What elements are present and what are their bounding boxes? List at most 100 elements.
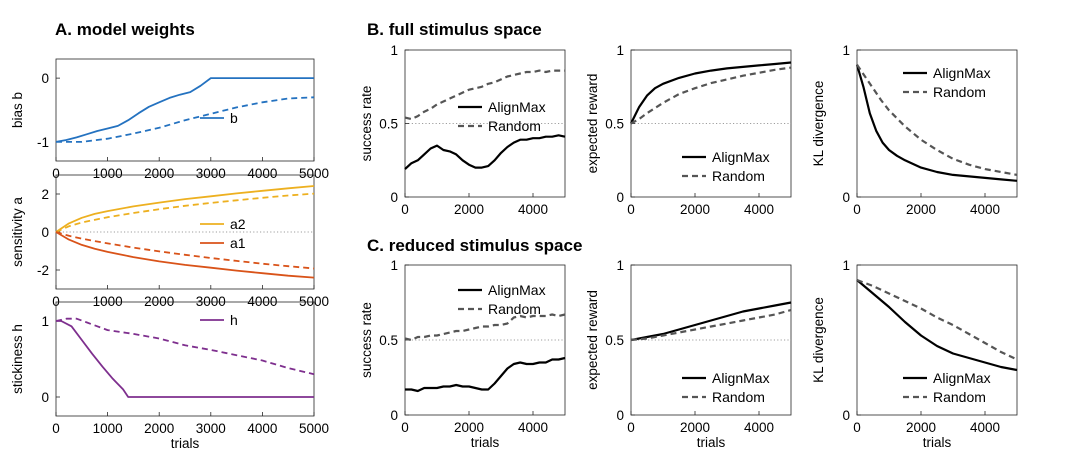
- series-line-alignmax: [630, 61, 792, 124]
- y-tick-label: 0.5: [379, 333, 398, 348]
- x-tick-label: 2000: [680, 420, 710, 435]
- series-line-dashed-1: [55, 317, 315, 376]
- y-axis-label: success rate: [359, 86, 374, 162]
- legend-label: Random: [933, 389, 986, 405]
- x-tick-label: 4000: [518, 420, 548, 435]
- y-tick-label: -1: [37, 135, 49, 150]
- legend-label: Random: [488, 301, 541, 317]
- legend-label: AlignMax: [488, 99, 546, 115]
- x-tick-label: 0: [853, 202, 861, 217]
- panel-title-a: A. model weights: [55, 20, 195, 39]
- y-tick-label: 1: [842, 258, 850, 273]
- plot-frame: [55, 301, 315, 417]
- chart-b1: 0 0.5 1 0 2000 4000 success rate AlignMax Random: [359, 43, 566, 217]
- y-tick-label: 0: [41, 71, 49, 86]
- legend-label: a1: [230, 235, 246, 251]
- x-tick-label: 4000: [247, 421, 277, 436]
- series-line-random: [404, 313, 566, 342]
- y-tick-label: -2: [37, 263, 49, 278]
- y-tick-label: 0: [616, 190, 624, 205]
- x-tick-label: 4000: [970, 202, 1000, 217]
- series-line-alignmax: [405, 356, 566, 393]
- x-tick-label: 0: [401, 202, 409, 217]
- y-tick-label: 1: [41, 314, 49, 329]
- x-tick-label: 5000: [299, 294, 329, 309]
- y-tick-label: 1: [616, 43, 624, 58]
- legend-label: AlignMax: [488, 282, 546, 298]
- series-line-random: [404, 69, 565, 121]
- y-axis-label: expected reward: [585, 74, 600, 174]
- y-tick-label: 0: [842, 190, 850, 205]
- series-line-dashed-3: [55, 231, 315, 270]
- y-tick-label: 0.5: [605, 117, 624, 132]
- y-tick-label: 2: [41, 187, 49, 202]
- series-line-random: [630, 308, 792, 342]
- x-tick-label: 2000: [680, 202, 710, 217]
- plot-frame: [856, 49, 1018, 198]
- y-tick-label: 0: [41, 390, 49, 405]
- y-axis-label: KL divergence: [811, 81, 826, 167]
- x-axis-label: trials: [171, 436, 200, 451]
- series-line-alignmax: [630, 301, 792, 342]
- y-tick-label: 0: [842, 408, 850, 423]
- x-tick-label: 4000: [744, 202, 774, 217]
- y-tick-label: 0.5: [605, 333, 624, 348]
- x-tick-label: 1000: [93, 421, 123, 436]
- legend-label: b: [230, 110, 238, 126]
- legend: AlignMax Random: [458, 282, 546, 317]
- chart-b2: 0 0.5 1 0 2000 4000 expected reward AlignMax Ran…: [585, 43, 792, 217]
- series-line-dashed-1: [56, 96, 315, 143]
- x-tick-label: 4000: [247, 166, 277, 181]
- legend-label: Random: [488, 118, 541, 134]
- x-tick-label: 2000: [906, 202, 936, 217]
- plot-frame: [55, 174, 315, 290]
- x-tick-label: 4000: [247, 294, 277, 309]
- x-tick-label: 0: [853, 420, 861, 435]
- series-line-random: [630, 66, 792, 125]
- plot-frame: [55, 58, 315, 162]
- y-axis-label: expected reward: [585, 290, 600, 390]
- chart-a1: -1 0 0 1000 2000 3000 4000 5000 bias b b: [10, 58, 329, 181]
- x-tick-label: 0: [52, 421, 60, 436]
- chart-c2: 0 0.5 1 0 2000 4000 expected reward trials Align…: [585, 258, 792, 450]
- series-line-random: [856, 64, 1018, 176]
- y-tick-label: 1: [616, 258, 624, 273]
- plot-frame: [856, 264, 1018, 416]
- y-axis-label: success rate: [359, 302, 374, 378]
- legend: AlignMax Random: [458, 99, 546, 134]
- y-axis-label: KL divergence: [811, 297, 826, 383]
- y-tick-label: 1: [842, 43, 850, 58]
- x-tick-label: 5000: [299, 421, 329, 436]
- x-tick-label: 0: [401, 420, 409, 435]
- series-line-alignmax: [404, 134, 566, 170]
- y-axis-label: stickiness h: [10, 324, 25, 394]
- x-tick-label: 1000: [93, 166, 123, 181]
- series-line-b: [55, 77, 314, 143]
- x-tick-label: 2000: [144, 294, 174, 309]
- x-tick-label: 3000: [196, 421, 226, 436]
- chart-a3: 0 1 0 1000 2000 3000 4000 5000 stickiness h trial…: [10, 301, 329, 451]
- x-axis-label: trials: [697, 435, 726, 450]
- series-line-random: [856, 278, 1018, 361]
- x-tick-label: 2000: [454, 420, 484, 435]
- legend-label: AlignMax: [712, 149, 770, 165]
- legend: AlignMax Random: [682, 370, 770, 405]
- legend-label: AlignMax: [712, 370, 770, 386]
- legend-label: AlignMax: [933, 65, 991, 81]
- y-tick-label: 0: [616, 408, 624, 423]
- panel-title-b: B. full stimulus space: [367, 20, 542, 39]
- x-tick-label: 2000: [454, 202, 484, 217]
- series-line-alignmax: [855, 64, 1018, 182]
- legend: b: [200, 110, 238, 126]
- x-tick-label: 0: [52, 294, 60, 309]
- y-tick-label: 0: [41, 225, 49, 240]
- chart-c1: 0 0.5 1 0 2000 4000 success rate trials AlignMax…: [359, 258, 566, 450]
- x-axis-label: trials: [923, 435, 952, 450]
- chart-b3: 0 1 0 2000 4000 KL divergence AlignMax Random: [811, 43, 1018, 217]
- legend: AlignMax Random: [903, 370, 991, 405]
- series-line-alignmax: [856, 279, 1018, 372]
- x-tick-label: 2000: [906, 420, 936, 435]
- x-tick-label: 0: [627, 420, 635, 435]
